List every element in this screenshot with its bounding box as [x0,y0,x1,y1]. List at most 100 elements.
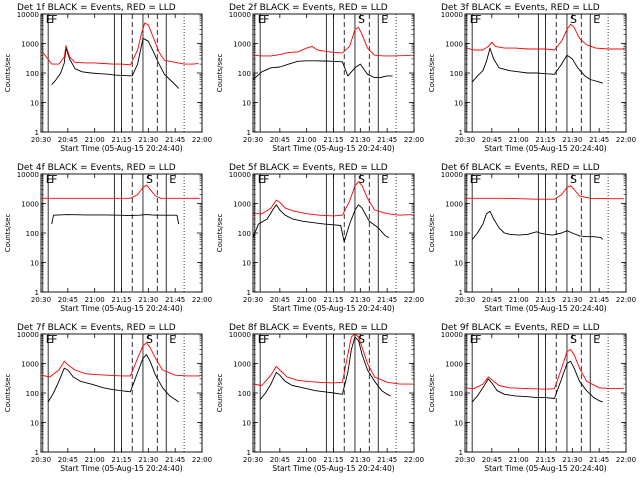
panel-title: Det 4f BLACK = Events, RED = LLD [17,163,176,173]
event-marker-label: S [570,333,577,346]
event-marker-label: E [381,173,388,186]
event-marker-label: S [146,333,153,346]
y-tick-label: 10 [454,260,463,268]
event-marker-label: F [475,13,481,26]
panel-7: Det 7f BLACK = Events, RED = LLD 1 10 100 10… [4,323,212,473]
y-tick-label: 100 [238,390,251,398]
x-tick-label: 22:00 [404,296,424,304]
panel-2: Det 2f BLACK = Events, RED = LLD 1 10 100 10… [216,3,424,153]
panel-title: Det 9f BLACK = Events, RED = LLD [441,323,600,333]
events-series-line [471,47,603,84]
event-marker-label: S [358,13,365,26]
y-tick-label: 10 [454,420,463,428]
y-axis-label: Counts/sec [216,374,224,413]
x-tick-label: 21:15 [111,456,131,464]
x-tick-label: 21:15 [323,136,343,144]
x-tick-label: 21:30 [138,296,158,304]
events-series-line [471,210,604,240]
events-series-line [47,354,179,403]
panel-6: Det 6f BLACK = Events, RED = LLD 1 10 100 10… [428,163,636,313]
event-marker-label: E [258,333,265,346]
x-tick-label: 21:15 [535,296,555,304]
event-marker-label: E [46,13,53,26]
y-tick-label: 1000 [233,201,251,209]
y-axis-label: Counts/sec [216,54,224,93]
y-tick-label: 1 [459,449,463,457]
event-marker-label: F [51,333,57,346]
event-marker-label: E [169,333,176,346]
x-tick-label: 21:00 [509,296,529,304]
x-axis-label: Start Time (05-Aug-15 20:24:40) [60,304,182,313]
y-tick-label: 100 [26,230,39,238]
y-tick-label: 10000 [229,331,251,339]
x-tick-label: 21:45 [377,456,397,464]
y-tick-label: 1000 [445,201,463,209]
x-tick-label: 21:30 [350,296,370,304]
y-tick-label: 1000 [21,201,39,209]
lld-series-line [466,23,625,51]
y-tick-label: 10 [454,100,463,108]
x-tick-label: 21:00 [509,136,529,144]
panel-title: Det 1f BLACK = Events, RED = LLD [17,3,176,13]
x-tick-label: 21:00 [297,296,317,304]
event-marker-label: S [358,173,365,186]
x-tick-label: 20:45 [58,456,78,464]
x-axis-label: Start Time (05-Aug-15 20:24:40) [60,464,182,473]
y-tick-label: 1 [35,449,39,457]
event-marker-label: E [169,173,176,186]
y-tick-label: 10000 [17,171,39,179]
panel-title: Det 7f BLACK = Events, RED = LLD [17,323,176,333]
events-series-line [51,214,180,225]
y-tick-label: 10000 [229,11,251,19]
y-tick-label: 1 [247,289,251,297]
event-marker-label: E [593,173,600,186]
x-tick-label: 21:15 [111,296,131,304]
event-marker-label: S [146,173,153,186]
event-marker-label: F [263,13,269,26]
event-marker-label: E [381,333,388,346]
x-axis-label: Start Time (05-Aug-15 20:24:40) [272,304,394,313]
x-tick-label: 21:15 [111,136,131,144]
x-tick-label: 21:30 [350,456,370,464]
y-tick-label: 1000 [445,41,463,49]
y-tick-label: 10000 [17,11,39,19]
x-tick-label: 21:15 [323,456,343,464]
y-tick-label: 10 [30,420,39,428]
event-marker-label: E [258,13,265,26]
y-axis-label: Counts/sec [4,54,12,93]
plot-frame [464,13,627,133]
y-tick-label: 1 [247,129,251,137]
lld-series-line [464,348,625,390]
x-tick-label: 20:30 [455,136,475,144]
y-tick-label: 1 [247,449,251,457]
plot-frame [252,333,415,453]
plot-frame [464,333,627,453]
y-tick-label: 10000 [229,171,251,179]
panel-title: Det 2f BLACK = Events, RED = LLD [229,3,388,13]
panel-4: Det 4f BLACK = Events, RED = LLD 1 10 100 10… [4,163,212,313]
x-axis-label: Start Time (05-Aug-15 20:24:40) [272,144,394,153]
event-marker-label: F [475,333,481,346]
x-tick-label: 22:00 [404,136,424,144]
x-tick-label: 22:00 [192,456,212,464]
panel-title: Det 8f BLACK = Events, RED = LLD [229,323,388,333]
event-marker-label: E [470,13,477,26]
y-tick-label: 1000 [21,41,39,49]
x-axis-label: Start Time (05-Aug-15 20:24:40) [272,464,394,473]
x-tick-label: 20:45 [482,296,502,304]
x-axis-label: Start Time (05-Aug-15 20:24:40) [484,144,606,153]
x-tick-label: 20:45 [482,136,502,144]
plot-frame [464,173,627,293]
x-tick-label: 22:00 [616,456,636,464]
y-tick-label: 100 [238,70,251,78]
x-tick-label: 22:00 [404,456,424,464]
x-tick-label: 21:15 [323,296,343,304]
events-series-line [252,60,393,80]
event-marker-label: E [593,13,600,26]
y-tick-label: 1000 [21,361,39,369]
x-tick-label: 22:00 [192,136,212,144]
x-tick-label: 22:00 [616,296,636,304]
plot-frame [252,173,415,293]
x-tick-label: 21:15 [535,456,555,464]
x-axis-label: Start Time (05-Aug-15 20:24:40) [484,464,606,473]
